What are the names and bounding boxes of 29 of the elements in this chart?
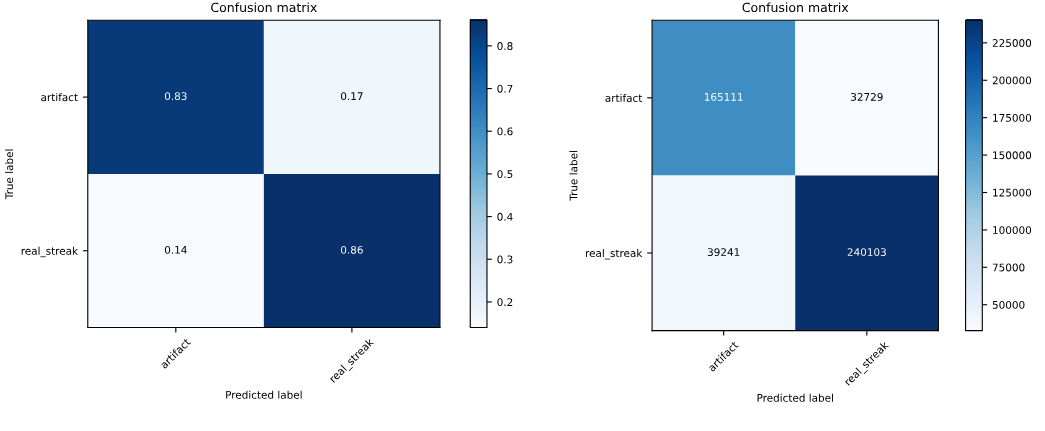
color-bar-label: 0.4 [497,212,513,221]
x-axis-title: Predicted label [226,390,302,399]
color-bar-label: 125000 [993,188,1032,197]
data-label: 240103 [847,248,886,257]
data-label: 39241 [707,248,740,257]
color-bar-label: 0.5 [497,170,513,179]
x-axis-title: Predicted label [757,393,833,402]
data-label: 0.17 [340,92,363,101]
color-bar-label: 0.3 [497,255,513,264]
color-bar-label: 100000 [993,226,1032,235]
chart-title: Confusion matrix [742,2,849,13]
color-bar-label: 50000 [992,300,1025,309]
color-bar-label: 0.8 [497,42,513,50]
color-bar-label: 150000 [993,151,1032,160]
color-bar-label: 0.2 [497,298,513,307]
color-bar-label: 225000 [992,39,1032,47]
color-bar-label: 175000 [993,113,1032,122]
data-label: 165111 [704,92,743,101]
data-label: 0.86 [340,245,363,254]
color-bar-label: 200000 [992,76,1032,85]
color-bar-label: 75000 [992,263,1025,272]
chart-title: Confusion matrix [211,2,317,13]
y-axis-title: True label [5,149,14,200]
data-label: 32729 [851,92,883,101]
color-bar-label: 0.6 [497,127,513,136]
data-label: 0.83 [164,92,187,101]
data-label: 0.14 [164,245,187,254]
color-bar-label: 0.7 [497,84,513,93]
y-axis-title: True label [569,151,578,201]
